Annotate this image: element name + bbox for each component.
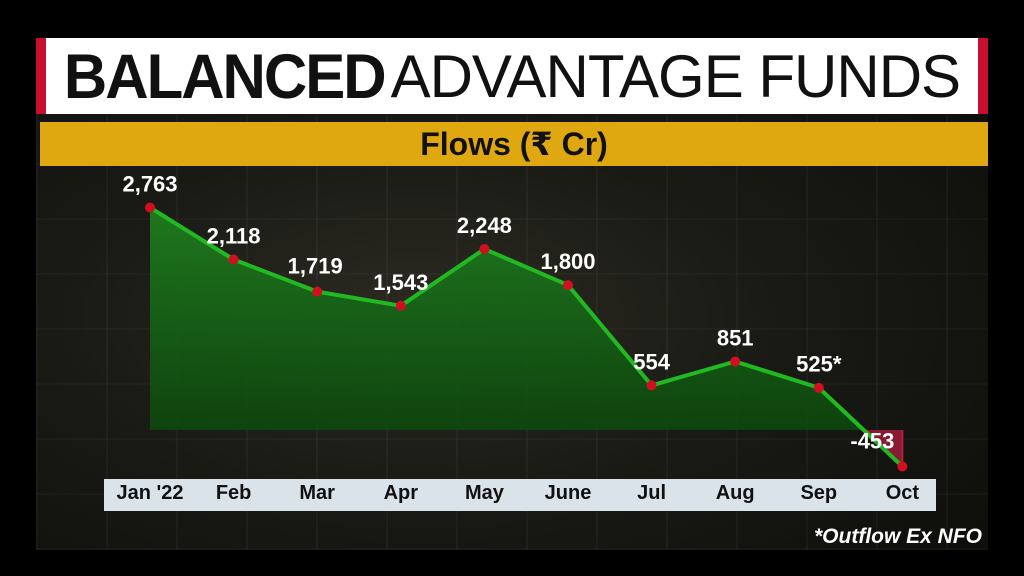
- data-point-marker: [730, 356, 741, 367]
- data-label: -453: [850, 428, 894, 453]
- data-point-marker: [312, 286, 323, 297]
- data-label: 1,719: [288, 254, 343, 279]
- data-point-marker: [228, 254, 239, 265]
- data-point-marker: [813, 382, 824, 393]
- x-tick-label: Jan '22: [116, 482, 184, 504]
- title-banner: BALANCED ADVANTAGE FUNDS: [36, 38, 988, 114]
- data-label: 2,763: [122, 172, 177, 197]
- chart-subtitle: Flows (₹ Cr): [420, 126, 608, 162]
- data-point-marker: [646, 380, 657, 391]
- data-point-marker: [479, 244, 490, 255]
- x-tick-label: Apr: [383, 482, 419, 504]
- data-label: 1,800: [540, 249, 595, 274]
- x-tick-label: Sep: [800, 482, 838, 504]
- data-point-marker: [563, 280, 573, 291]
- series-line: [148, 205, 904, 468]
- data-label: 1,543: [373, 270, 428, 295]
- x-tick-label: Jul: [637, 482, 667, 504]
- data-label: 554: [633, 349, 670, 374]
- x-tick-label: Oct: [885, 482, 920, 504]
- x-axis-bar: [104, 479, 936, 511]
- x-tick-label: Aug: [715, 482, 755, 504]
- data-label: 2,248: [457, 213, 512, 238]
- data-point-marker: [395, 300, 406, 311]
- x-tick-label: Feb: [215, 482, 252, 504]
- x-tick-label: May: [464, 482, 504, 504]
- data-label: 525*: [796, 352, 842, 377]
- positive-area: [150, 207, 864, 430]
- data-point-marker: [897, 461, 908, 472]
- title-bold-text: BALANCED: [63, 40, 387, 112]
- data-point-marker: [145, 202, 155, 213]
- data-label: 2,118: [207, 224, 261, 249]
- data-label: 851: [717, 325, 754, 350]
- x-tick-label: June: [544, 482, 592, 504]
- subtitle-banner: Flows (₹ Cr): [40, 122, 988, 166]
- title-light-text: ADVANTAGE FUNDS: [390, 42, 962, 110]
- x-tick-label: Mar: [299, 482, 335, 504]
- footnote: *Outflow Ex NFO: [814, 525, 982, 548]
